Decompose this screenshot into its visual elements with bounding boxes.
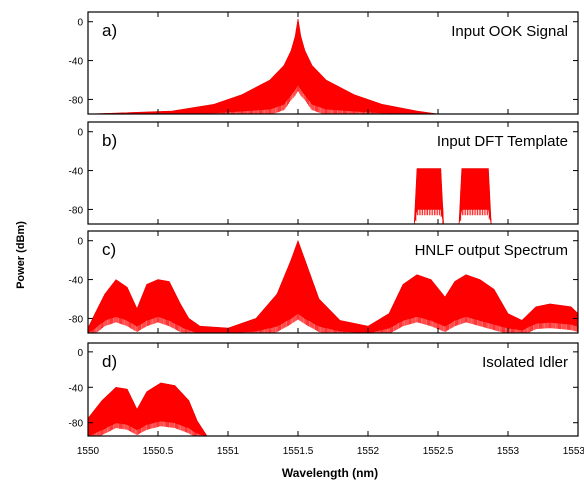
- y-tick-label: -40: [69, 167, 84, 178]
- y-tick-label: 0: [77, 237, 83, 248]
- x-tick-label: 1552.5: [423, 446, 454, 457]
- x-tick-label: 1550: [77, 446, 100, 457]
- panel-traces: [413, 168, 492, 224]
- y-tick-label: -40: [69, 57, 84, 68]
- y-tick-label: -40: [69, 383, 84, 394]
- panel-traces: [88, 382, 208, 436]
- x-tick-label: 1552: [357, 446, 380, 457]
- y-tick-label: -80: [69, 95, 84, 106]
- panel-tag: d): [102, 352, 117, 371]
- panel-2: 0 -40 -80 b) Input DFT Template: [69, 121, 579, 225]
- panel-frame: [87, 11, 579, 115]
- panel-4: 0 -40 -80 1550 1550.5 1551 1551.5 1552 1552.5 155…: [69, 342, 584, 457]
- y-tick-label: -80: [69, 419, 84, 430]
- y-tick-label: -40: [69, 276, 84, 287]
- panel-1: 0 -40 -80 a) Input OOK Signal: [69, 11, 579, 115]
- x-tick-label: 1551: [217, 446, 240, 457]
- panel-title: HNLF output Spectrum: [415, 242, 568, 259]
- panel-traces: [88, 18, 439, 114]
- panel-title: Isolated Idler: [482, 354, 568, 371]
- y-tick-label: 0: [77, 128, 83, 139]
- y-tick-label: 0: [77, 18, 83, 29]
- panel-tag: b): [102, 131, 117, 150]
- y-tick-label: -80: [69, 314, 84, 325]
- chart-panels: 0 -40 -80 a) Input OOK Signal 0 -40 -80 b) Input …: [69, 11, 584, 457]
- x-tick-label: 1550.5: [143, 446, 174, 457]
- x-tick-label: 1553: [497, 446, 520, 457]
- x-axis-label: Wavelength (nm): [282, 466, 378, 480]
- panel-title: Input DFT Template: [437, 133, 568, 150]
- panel-tag: c): [102, 240, 116, 259]
- x-tick-label: 1553.5: [563, 446, 584, 457]
- y-tick-label: 0: [77, 348, 83, 359]
- x-tick-label: 1551.5: [283, 446, 314, 457]
- panel-frame: [87, 342, 579, 437]
- y-axis-label: Power (dBm): [15, 221, 27, 289]
- panel-title: Input OOK Signal: [451, 23, 568, 40]
- panel-tag: a): [102, 21, 117, 40]
- panel-3: 0 -40 -80 c) HNLF output Spectrum: [69, 230, 579, 334]
- panel-frame: [87, 121, 579, 225]
- panel-frame: [87, 230, 579, 334]
- y-tick-label: -80: [69, 205, 84, 216]
